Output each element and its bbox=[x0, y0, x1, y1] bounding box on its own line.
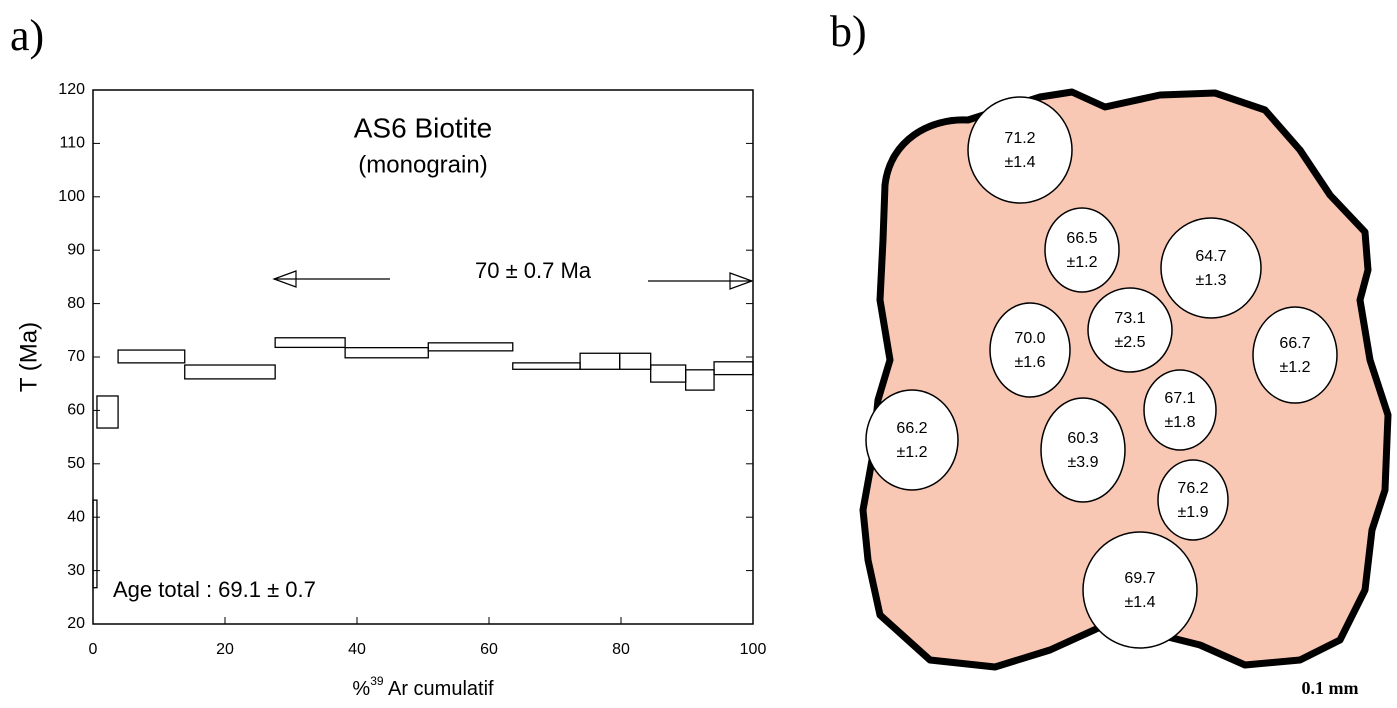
spot-error: ±1.2 bbox=[1066, 254, 1097, 271]
spot bbox=[1160, 217, 1262, 319]
spot bbox=[1040, 397, 1126, 503]
step-box bbox=[713, 361, 754, 376]
y-tick-label: 90 bbox=[67, 241, 85, 258]
y-tick-label: 20 bbox=[67, 615, 85, 632]
y-axis-label: T (Ma) bbox=[15, 322, 42, 392]
plateau-label: 70 ± 0.7 Ma bbox=[475, 258, 592, 283]
spot-age: 66.2 bbox=[896, 420, 927, 437]
x-label-sup: 39 bbox=[370, 674, 384, 688]
step-box bbox=[344, 347, 429, 359]
spot-age: 66.7 bbox=[1279, 335, 1310, 352]
step-box bbox=[92, 499, 98, 589]
y-tick-label: 50 bbox=[67, 455, 85, 472]
y-tick-label: 30 bbox=[67, 562, 85, 579]
y-tick-label: 40 bbox=[67, 508, 85, 525]
y-tick-label: 60 bbox=[67, 402, 85, 419]
y-tick-label: 120 bbox=[58, 81, 85, 98]
spot bbox=[865, 389, 959, 491]
spot-age: 60.3 bbox=[1067, 430, 1098, 447]
spot bbox=[967, 96, 1073, 204]
spot-error: ±1.9 bbox=[1177, 504, 1208, 521]
step-box bbox=[274, 337, 346, 349]
spot-error: ±1.8 bbox=[1164, 414, 1195, 431]
panel-label: a) bbox=[10, 11, 44, 60]
x-tick-label: 100 bbox=[740, 641, 767, 658]
spot-age: 71.2 bbox=[1004, 130, 1035, 147]
step-box bbox=[512, 362, 581, 370]
step-box bbox=[96, 395, 119, 429]
spot bbox=[1157, 459, 1229, 541]
total-age: Age total : 69.1 ± 0.7 bbox=[113, 577, 316, 602]
x-tick-label: 80 bbox=[612, 641, 630, 658]
x-axis-label: %39 Ar cumulatif bbox=[352, 674, 494, 700]
spot bbox=[1252, 306, 1338, 404]
spots: 71.2 ±1.4 66.5 ±1.2 64.7 ±1.3 70.0 ±1.6 73.1 ±2.5… bbox=[865, 96, 1338, 649]
spot-age: 69.7 bbox=[1124, 570, 1155, 587]
chart-title: AS6 Biotite bbox=[354, 112, 493, 143]
spot bbox=[1143, 369, 1217, 451]
spot-error: ±1.4 bbox=[1124, 594, 1155, 611]
step-box bbox=[619, 352, 652, 370]
y-tick-label: 100 bbox=[58, 188, 85, 205]
spot-age: 73.1 bbox=[1114, 310, 1145, 327]
step-box bbox=[427, 342, 514, 352]
x-tick-label: 20 bbox=[216, 641, 234, 658]
plateau-arrows bbox=[272, 270, 754, 290]
spot bbox=[1044, 207, 1120, 293]
spot bbox=[1087, 287, 1173, 373]
scale-label: 0.1 mm bbox=[1302, 678, 1359, 698]
spot-error: ±1.2 bbox=[1279, 359, 1310, 376]
panel-label: b) bbox=[830, 7, 867, 56]
spot-age: 70.0 bbox=[1014, 330, 1045, 347]
step-box bbox=[184, 364, 276, 380]
x-tick-label: 0 bbox=[89, 641, 98, 658]
step-box bbox=[117, 349, 186, 364]
spot bbox=[989, 302, 1071, 398]
spot-error: ±1.4 bbox=[1004, 154, 1035, 171]
y-tick-label: 110 bbox=[59, 135, 85, 152]
spot-age: 64.7 bbox=[1195, 248, 1226, 265]
x-tick-label: 40 bbox=[348, 641, 366, 658]
y-tick-label: 80 bbox=[67, 295, 85, 312]
spot-error: ±2.5 bbox=[1114, 334, 1145, 351]
spot-age: 67.1 bbox=[1164, 390, 1195, 407]
spot-error: ±1.6 bbox=[1014, 354, 1045, 371]
x-label-prefix: % bbox=[352, 678, 370, 700]
spot-error: ±1.2 bbox=[896, 444, 927, 461]
spot-age: 66.5 bbox=[1066, 230, 1097, 247]
spot-age: 76.2 bbox=[1177, 480, 1208, 497]
x-label-suffix: Ar cumulatif bbox=[384, 678, 494, 700]
step-box bbox=[650, 364, 687, 383]
spot-error: ±3.9 bbox=[1067, 454, 1098, 471]
spot bbox=[1082, 531, 1198, 649]
step-box bbox=[579, 352, 621, 370]
x-tick-label: 60 bbox=[480, 641, 498, 658]
spot-error: ±1.3 bbox=[1195, 272, 1226, 289]
step-box bbox=[685, 369, 715, 391]
chart-subtitle: (monograin) bbox=[358, 151, 487, 178]
grain-outline bbox=[859, 88, 1392, 671]
y-tick-label: 70 bbox=[67, 348, 85, 365]
